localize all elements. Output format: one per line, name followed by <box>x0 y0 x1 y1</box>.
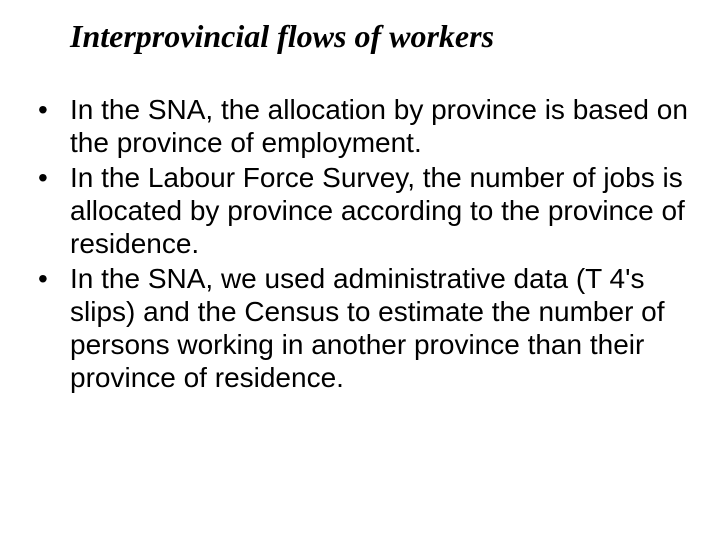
list-item: In the SNA, we used administrative data … <box>30 262 690 394</box>
slide-title: Interprovincial flows of workers <box>70 18 590 55</box>
list-item: In the Labour Force Survey, the number o… <box>30 161 690 260</box>
bullet-list: In the SNA, the allocation by province i… <box>30 93 690 394</box>
list-item: In the SNA, the allocation by province i… <box>30 93 690 159</box>
